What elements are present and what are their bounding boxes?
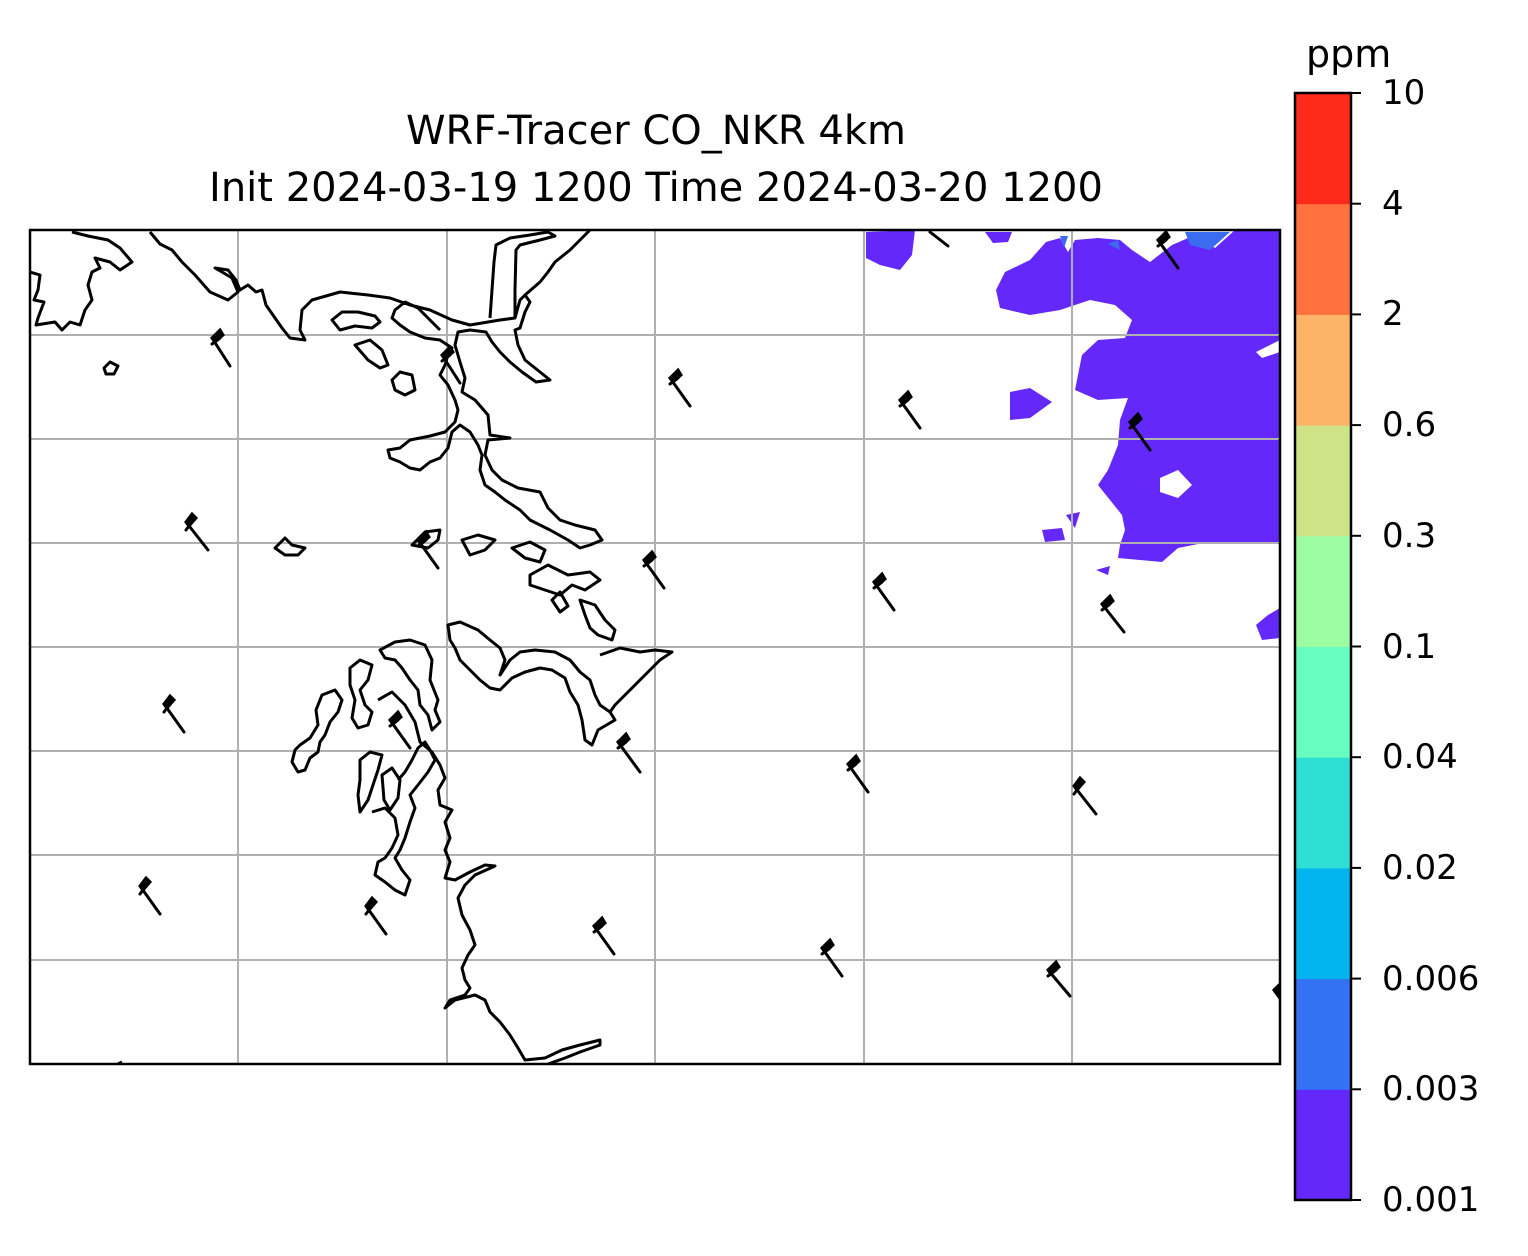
colorbar-tick-label: 0.1 bbox=[1382, 630, 1436, 664]
colorbar-band bbox=[1295, 314, 1351, 425]
colorbar-tick-label: 0.6 bbox=[1382, 408, 1436, 442]
colorbar bbox=[1295, 93, 1361, 1201]
colorbar-tick-label: 0.001 bbox=[1382, 1183, 1479, 1217]
colorbar-band bbox=[1295, 93, 1351, 204]
colorbar-tick-label: 10 bbox=[1382, 76, 1425, 110]
colorbar-tick-label: 2 bbox=[1382, 297, 1404, 331]
colorbar-unit-label: ppm bbox=[1306, 32, 1391, 76]
colorbar-tick-label: 0.04 bbox=[1382, 740, 1458, 774]
colorbar-band bbox=[1295, 204, 1351, 315]
colorbar-band bbox=[1295, 1089, 1351, 1200]
colorbar-bands bbox=[1295, 93, 1351, 1201]
map-title-line-1: WRF-Tracer CO_NKR 4km bbox=[30, 108, 1282, 154]
colorbar-band bbox=[1295, 979, 1351, 1090]
colorbar-tick-label: 0.02 bbox=[1382, 851, 1458, 885]
colorbar-tick-label: 4 bbox=[1382, 187, 1404, 221]
colorbar-band bbox=[1295, 536, 1351, 647]
colorbar-band bbox=[1295, 647, 1351, 758]
map-title-line-2: Init 2024-03-19 1200 Time 2024-03-20 120… bbox=[30, 165, 1282, 211]
colorbar-tick-label: 0.003 bbox=[1382, 1072, 1479, 1106]
colorbar-band bbox=[1295, 868, 1351, 979]
tracer-area-small-3 bbox=[1042, 528, 1065, 542]
colorbar-tick-label: 0.006 bbox=[1382, 962, 1479, 996]
colorbar-tick-label: 0.3 bbox=[1382, 519, 1436, 553]
colorbar-band bbox=[1295, 425, 1351, 536]
colorbar-band bbox=[1295, 757, 1351, 868]
colorbar-ticks bbox=[1351, 93, 1361, 1200]
